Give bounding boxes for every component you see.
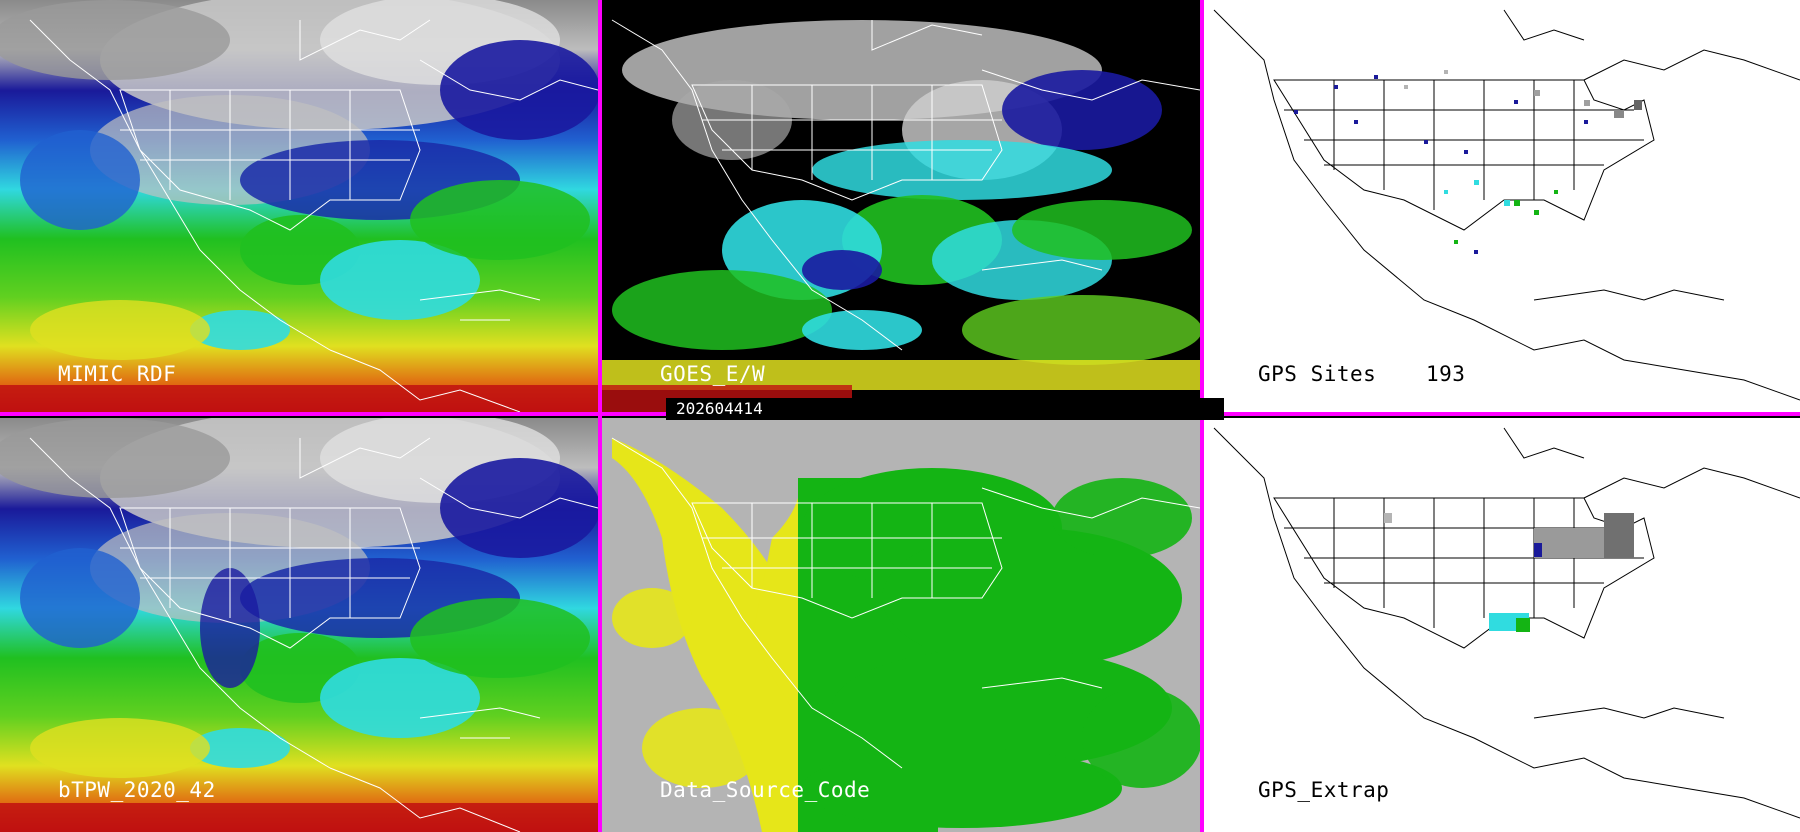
panel-mimic-rdf[interactable]: MIMIC RDF	[0, 0, 598, 412]
data-source-map	[602, 418, 1200, 832]
data-source-code-label: Data_Source_Code	[660, 778, 871, 802]
gps-extrap-map	[1204, 418, 1800, 832]
mimic-rdf-map	[0, 0, 598, 412]
mimic-rdf-label: MIMIC RDF	[58, 362, 177, 386]
gps-site-markers	[1294, 70, 1642, 254]
divider-vertical-left	[598, 0, 602, 832]
btpw-map	[0, 418, 598, 832]
panel-data-source-code[interactable]: Data_Source_Code	[602, 418, 1200, 832]
goes-map	[602, 0, 1200, 412]
timestamp-bar: 202604414	[666, 398, 1224, 420]
gps-sites-label: GPS Sites	[1258, 362, 1377, 386]
gps-sites-count: 193	[1426, 362, 1466, 386]
goes-label: GOES_E/W	[660, 362, 766, 386]
btpw-label: bTPW_2020_42	[58, 778, 216, 802]
gps-extrap-label: GPS_Extrap	[1258, 778, 1390, 802]
gps-sites-map	[1204, 0, 1800, 412]
panel-goes[interactable]: GOES_E/W	[602, 0, 1200, 412]
panel-gps-sites[interactable]: GPS Sites 193	[1204, 0, 1800, 412]
gps-extrap-fill	[1384, 513, 1634, 632]
panel-btpw[interactable]: bTPW_2020_42	[0, 418, 598, 832]
panel-gps-extrap[interactable]: GPS_Extrap	[1204, 418, 1800, 832]
